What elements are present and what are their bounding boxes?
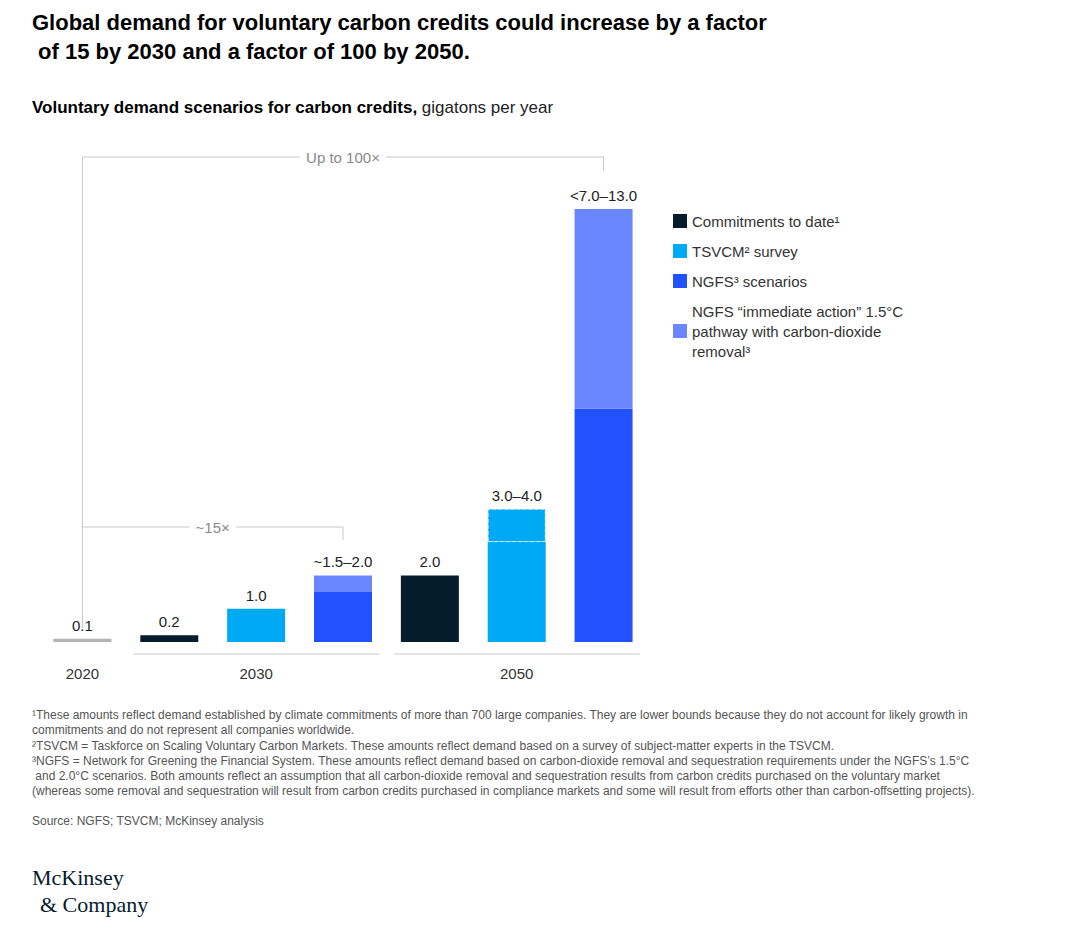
svg-text:and 2.0°C scenarios. Both amou: and 2.0°C scenarios. Both amounts reflec… — [32, 769, 943, 783]
svg-text:pathway with carbon-dioxide: pathway with carbon-dioxide — [692, 323, 885, 340]
svg-text:Voluntary demand scenarios for: Voluntary demand scenarios for carbon cr… — [32, 98, 417, 117]
svg-text:1.0: 1.0 — [246, 587, 267, 604]
svg-text:McKinsey: McKinsey — [32, 865, 124, 890]
svg-text:³NGFS = Network for Greening t: ³NGFS = Network for Greening the Financi… — [32, 754, 969, 768]
svg-text:Source: NGFS; TSVCM; McKinsey: Source: NGFS; TSVCM; McKinsey analysis — [32, 814, 264, 828]
svg-text:2.0: 2.0 — [419, 553, 440, 570]
svg-text:~1.5–2.0: ~1.5–2.0 — [314, 553, 373, 570]
svg-text:0.1: 0.1 — [72, 617, 93, 634]
svg-text:2050: 2050 — [500, 665, 533, 682]
svg-text:(whereas some removal and sequ: (whereas some removal and sequestration … — [32, 784, 975, 798]
svg-text:of 15 by 2030 and a factor of: of 15 by 2030 and a factor of 100 by 205… — [32, 39, 470, 64]
svg-text:²TSVCM = Taskforce on Scaling: ²TSVCM = Taskforce on Scaling Voluntary … — [32, 739, 834, 753]
svg-text:Commitments to date¹: Commitments to date¹ — [692, 213, 840, 230]
svg-text:<7.0–13.0: <7.0–13.0 — [570, 187, 637, 204]
svg-text:commitments and do not represe: commitments and do not represent all com… — [32, 723, 354, 737]
svg-text:Global demand for voluntary ca: Global demand for voluntary carbon credi… — [32, 10, 767, 35]
svg-text:0.2: 0.2 — [159, 613, 180, 630]
svg-text:TSVCM² survey: TSVCM² survey — [692, 243, 798, 260]
svg-text:~15×: ~15× — [196, 519, 230, 536]
svg-text:NGFS “immediate action” 1.5°C: NGFS “immediate action” 1.5°C — [692, 303, 907, 320]
svg-text:& Company: & Company — [40, 892, 148, 917]
svg-text:2030: 2030 — [239, 665, 272, 682]
svg-text:2020: 2020 — [66, 665, 99, 682]
svg-text:Up to 100×: Up to 100× — [306, 149, 380, 166]
svg-text:NGFS³ scenarios: NGFS³ scenarios — [692, 273, 807, 290]
svg-text:gigatons per year: gigatons per year — [417, 98, 553, 117]
svg-text:3.0–4.0: 3.0–4.0 — [492, 487, 542, 504]
svg-text:¹These amounts reflect demand: ¹These amounts reflect demand establishe… — [32, 708, 971, 722]
svg-text:removal³: removal³ — [692, 343, 750, 360]
